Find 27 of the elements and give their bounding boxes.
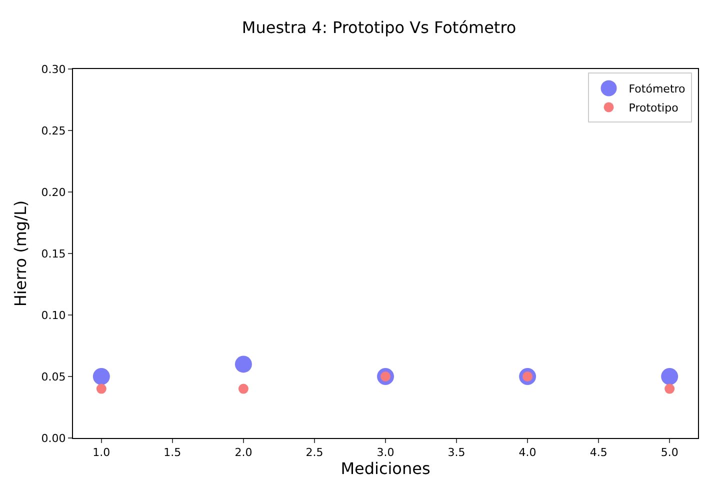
y-tick-label: 0.25 [41,124,66,138]
x-tick-label: 3.0 [376,446,394,460]
x-tick-label: 2.5 [306,446,324,460]
point [92,368,110,385]
x-tick-label: 1.5 [164,446,182,460]
point [661,368,678,385]
legend-label: Fotómetro [628,82,686,96]
x-tick-label: 4.0 [518,446,536,460]
point [234,356,252,373]
point [664,384,675,394]
y-tick-label: 0.10 [41,308,66,322]
x-tick-label: 5.0 [660,446,678,460]
x-axis-title: Mediciones [340,459,430,478]
y-tick-label: 0.05 [41,370,66,384]
x-tick-label: 4.5 [590,446,608,460]
chart-title: Muestra 4: Prototipo Vs Fotómetro [242,18,516,37]
x-tick-label: 3.5 [448,446,466,460]
y-tick-label: 0.15 [41,247,66,260]
y-axis-title: Hierro (mg/L) [11,200,30,307]
y-tick-label: 0.30 [41,62,66,76]
x-tick-label: 1.0 [92,446,110,460]
point [238,384,248,394]
x-tick-label: 2.0 [234,446,252,460]
point [96,384,106,394]
y-tick-label: 0.20 [41,186,66,199]
legend-label: Prototipo [628,101,679,114]
y-tick-label: 0.00 [41,432,66,445]
